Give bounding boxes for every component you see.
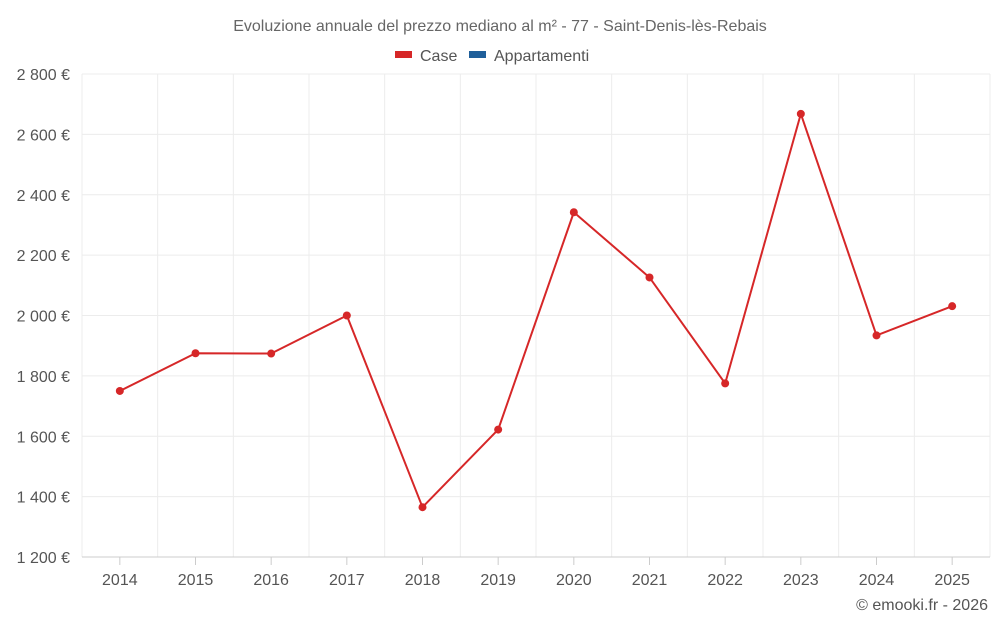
- data-point-2017[interactable]: [342, 311, 351, 320]
- x-tick-label: 2017: [329, 572, 365, 589]
- y-tick-label: 2 400 €: [17, 188, 70, 205]
- data-point-2020[interactable]: [569, 208, 578, 217]
- legend-swatch-appartamenti: [469, 51, 486, 58]
- x-tick-label: 2024: [859, 572, 895, 589]
- legend-label-case: Case: [420, 48, 457, 65]
- y-tick-label: 1 200 €: [17, 550, 70, 567]
- x-tick-label: 2020: [556, 572, 592, 589]
- x-axis: 2014 2015 2016 2017 2018 2019 2020 2021 2022 2023…: [82, 556, 990, 589]
- data-point-2019[interactable]: [494, 425, 503, 434]
- y-tick-label: 2 800 €: [17, 67, 70, 84]
- x-tick-label: 2022: [707, 572, 743, 589]
- data-point-2016[interactable]: [267, 349, 276, 358]
- data-point-2025[interactable]: [948, 302, 957, 311]
- data-point-2015[interactable]: [191, 349, 200, 358]
- x-tick-label: 2015: [178, 572, 214, 589]
- data-point-2022[interactable]: [721, 379, 730, 388]
- data-point-2018[interactable]: [418, 503, 427, 512]
- y-tick-label: 1 800 €: [17, 369, 70, 386]
- credit-text: © emooki.fr - 2026: [856, 597, 988, 614]
- series-line-case: [119, 112, 953, 509]
- legend-item-appartamenti[interactable]: Appartamenti: [469, 48, 589, 65]
- y-axis: 1 200 € 1 400 € 1 600 € 1 800 € 2 000 € 2 200…: [17, 67, 70, 567]
- x-tick-label: 2016: [253, 572, 289, 589]
- x-tick-label: 2019: [480, 572, 516, 589]
- data-point-2024[interactable]: [872, 331, 881, 340]
- legend: Case Appartamenti: [395, 48, 589, 65]
- x-tick-label: 2014: [102, 572, 138, 589]
- grid: [81, 73, 991, 557]
- x-tick-label: 2023: [783, 572, 819, 589]
- y-tick-label: 2 200 €: [17, 248, 70, 265]
- x-tick-label: 2021: [632, 572, 668, 589]
- legend-item-case[interactable]: Case: [395, 48, 457, 65]
- data-point-2023[interactable]: [796, 109, 805, 118]
- series-case: [115, 109, 957, 512]
- legend-label-appartamenti: Appartamenti: [494, 48, 589, 65]
- y-tick-label: 1 400 €: [17, 490, 70, 507]
- x-tick-label: 2025: [934, 572, 970, 589]
- legend-swatch-case: [395, 51, 412, 58]
- y-tick-label: 1 600 €: [17, 429, 70, 446]
- y-tick-label: 2 000 €: [17, 309, 70, 326]
- data-point-2014[interactable]: [115, 386, 124, 395]
- chart-title: Evoluzione annuale del prezzo mediano al…: [233, 18, 767, 35]
- data-point-2021[interactable]: [645, 273, 654, 282]
- y-tick-label: 2 600 €: [17, 127, 70, 144]
- x-tick-label: 2018: [405, 572, 441, 589]
